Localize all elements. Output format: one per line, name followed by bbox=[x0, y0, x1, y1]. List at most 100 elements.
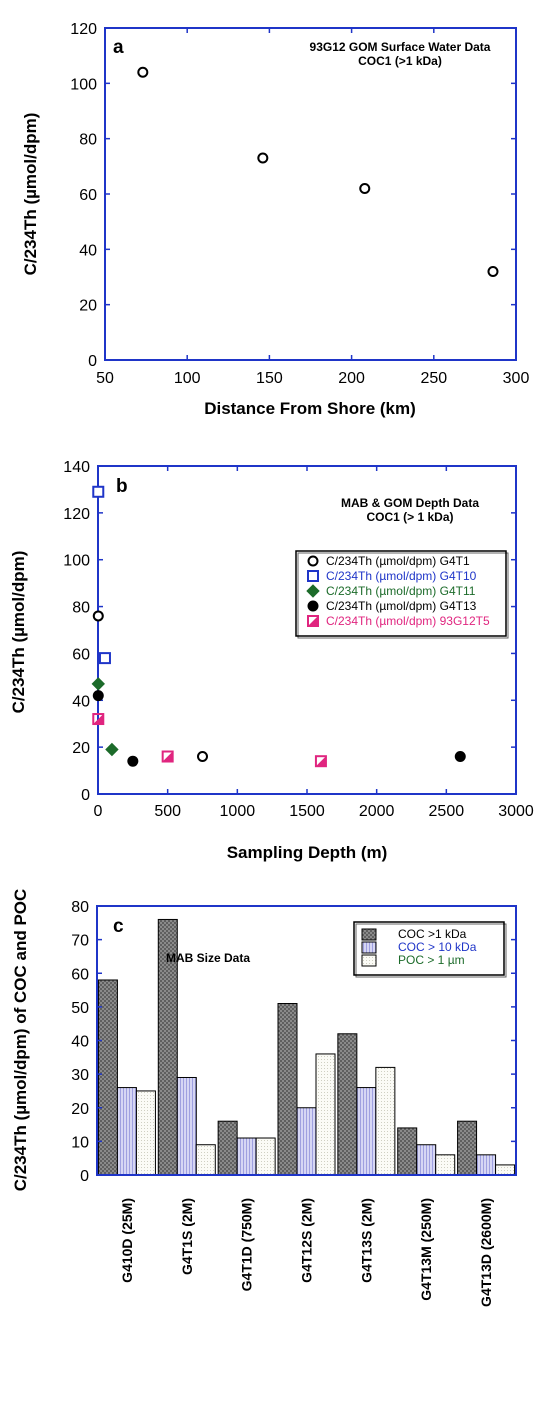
panel-c-title: MAB Size Data bbox=[166, 951, 250, 965]
panel-b: 0 20 40 60 80 100 120 140 0 500 1000 1500 2000 2500 3… bbox=[9, 459, 534, 862]
panel-c-y-tick-label: 70 bbox=[71, 933, 89, 950]
panel-b-y-tick-label: 40 bbox=[72, 693, 90, 710]
data-point bbox=[161, 750, 174, 763]
panel-b-x-tick-label: 2000 bbox=[359, 803, 395, 820]
data-point bbox=[487, 265, 499, 277]
panel-b-y-tick-label: 0 bbox=[81, 787, 90, 804]
bar bbox=[476, 1154, 497, 1176]
panel-b-legend-box bbox=[295, 550, 507, 637]
panel-b-ticks bbox=[97, 465, 517, 795]
bar bbox=[435, 1154, 456, 1176]
panel-c-y-tick-label: 60 bbox=[71, 966, 89, 983]
bar bbox=[236, 1137, 257, 1176]
panel-c-bars bbox=[97, 918, 516, 1176]
bar bbox=[195, 1144, 216, 1176]
bar bbox=[296, 1107, 317, 1176]
category-label: G4T13M (250M) bbox=[418, 1198, 434, 1301]
legend-label: C/234Th (µmol/dpm) G4T10 bbox=[326, 569, 477, 583]
bar bbox=[116, 1087, 137, 1176]
panel-b-x-tick-labels: 0 500 1000 1500 2000 2500 3000 bbox=[94, 803, 534, 820]
bar bbox=[337, 1033, 358, 1176]
panel-a-x-tick-label: 300 bbox=[503, 370, 530, 387]
bar bbox=[375, 1066, 396, 1176]
data-point bbox=[91, 677, 105, 691]
bar bbox=[255, 1137, 276, 1176]
legend-label: C/234Th (µmol/dpm) 93G12T5 bbox=[326, 614, 490, 628]
panel-a-subtitle: COC1 (>1 kDa) bbox=[358, 54, 442, 68]
panel-a-y-tick-labels: 0 20 40 60 80 100 120 bbox=[70, 21, 97, 370]
panel-b-x-axis-label: Sampling Depth (m) bbox=[227, 843, 388, 862]
panel-a-y-tick-label: 20 bbox=[79, 298, 97, 315]
panel-a-title: 93G12 GOM Surface Water Data bbox=[310, 40, 491, 54]
panel-a-y-tick-label: 100 bbox=[70, 76, 97, 93]
panel-b-y-tick-label: 20 bbox=[72, 740, 90, 757]
legend-marker bbox=[307, 555, 319, 567]
panel-a-x-tick-label: 200 bbox=[338, 370, 365, 387]
panel-a-y-tick-label: 120 bbox=[70, 21, 97, 38]
panel-c-category-labels: G410D (25M) G4T1S (2M) G4T1D (750M) G4T12S … bbox=[119, 1198, 494, 1307]
panel-b-y-tick-label: 80 bbox=[72, 600, 90, 617]
panel-a-x-axis-label: Distance From Shore (km) bbox=[204, 399, 416, 418]
legend-marker bbox=[307, 570, 319, 582]
legend-label: C/234Th (µmol/dpm) G4T1 bbox=[326, 554, 470, 568]
panel-a-y-tick-label: 60 bbox=[79, 187, 97, 204]
panel-a-x-tick-label: 100 bbox=[174, 370, 201, 387]
category-label: G4T1S (2M) bbox=[179, 1198, 195, 1275]
bar bbox=[135, 1090, 156, 1176]
data-point bbox=[92, 485, 105, 498]
panel-a-x-tick-labels: 50 100 150 200 250 300 bbox=[96, 370, 529, 387]
panel-a-y-tick-label: 80 bbox=[79, 132, 97, 149]
legend-marker bbox=[307, 615, 319, 627]
data-point bbox=[197, 751, 208, 763]
legend-marker bbox=[306, 584, 320, 598]
panel-c-legend-box bbox=[353, 921, 505, 976]
data-point bbox=[105, 742, 119, 757]
category-label: G4T12S (2M) bbox=[299, 1198, 315, 1283]
panel-a-y-tick-label: 0 bbox=[88, 353, 97, 370]
panel-b-letter: b bbox=[116, 476, 128, 497]
panel-c-y-tick-label: 40 bbox=[71, 1034, 89, 1051]
category-label: G4T1D (750M) bbox=[239, 1198, 255, 1291]
bar bbox=[356, 1087, 377, 1176]
bar bbox=[315, 1053, 336, 1176]
legend-marker bbox=[307, 600, 319, 612]
panel-a-x-tick-label: 50 bbox=[96, 370, 114, 387]
category-label: G410D (25M) bbox=[119, 1198, 135, 1283]
data-point bbox=[359, 182, 371, 194]
bar bbox=[416, 1144, 437, 1176]
panel-c-y-tick-label: 50 bbox=[71, 1000, 89, 1017]
legend-label: C/234Th (µmol/dpm) G4T13 bbox=[326, 599, 477, 613]
panel-a-frame bbox=[104, 27, 517, 361]
panel-b-subtitle: COC1 (> 1 kDa) bbox=[366, 510, 453, 524]
category-label: G4T13S (2M) bbox=[358, 1198, 374, 1283]
panel-c-y-tick-label: 20 bbox=[71, 1101, 89, 1118]
legend-swatch bbox=[361, 928, 377, 941]
panel-c-y-tick-labels: 0 10 20 30 40 50 60 70 80 bbox=[71, 899, 89, 1185]
data-point bbox=[454, 751, 466, 763]
panel-b-y-tick-labels: 0 20 40 60 80 100 120 140 bbox=[63, 459, 90, 804]
data-point bbox=[257, 152, 269, 164]
legend-swatch bbox=[361, 954, 377, 967]
category-label: G4T13D (2600M) bbox=[478, 1198, 494, 1307]
panel-c-y-tick-label: 10 bbox=[71, 1134, 89, 1151]
panel-b-x-tick-label: 3000 bbox=[498, 803, 534, 820]
data-point bbox=[98, 652, 111, 665]
panel-b-x-tick-label: 1000 bbox=[220, 803, 256, 820]
panel-b-y-tick-label: 100 bbox=[63, 553, 90, 570]
data-point bbox=[92, 610, 104, 622]
legend-label: COC >1 kDa bbox=[398, 927, 467, 941]
panel-b-y-axis-label: C/234Th (µmol/dpm) bbox=[9, 551, 28, 714]
panel-b-x-tick-label: 2500 bbox=[429, 803, 465, 820]
panel-b-title: MAB & GOM Depth Data bbox=[341, 496, 479, 510]
panel-a-letter: a bbox=[113, 37, 124, 58]
panel-a-y-axis-label: C/234Th (µmol/dpm) bbox=[21, 113, 40, 276]
data-point bbox=[314, 755, 327, 768]
panel-c-y-tick-label: 30 bbox=[71, 1067, 89, 1084]
panel-b-y-tick-label: 120 bbox=[63, 506, 90, 523]
panel-c-y-axis-label: C/234Th (µmol/dpm) of COC and POC bbox=[11, 889, 30, 1192]
